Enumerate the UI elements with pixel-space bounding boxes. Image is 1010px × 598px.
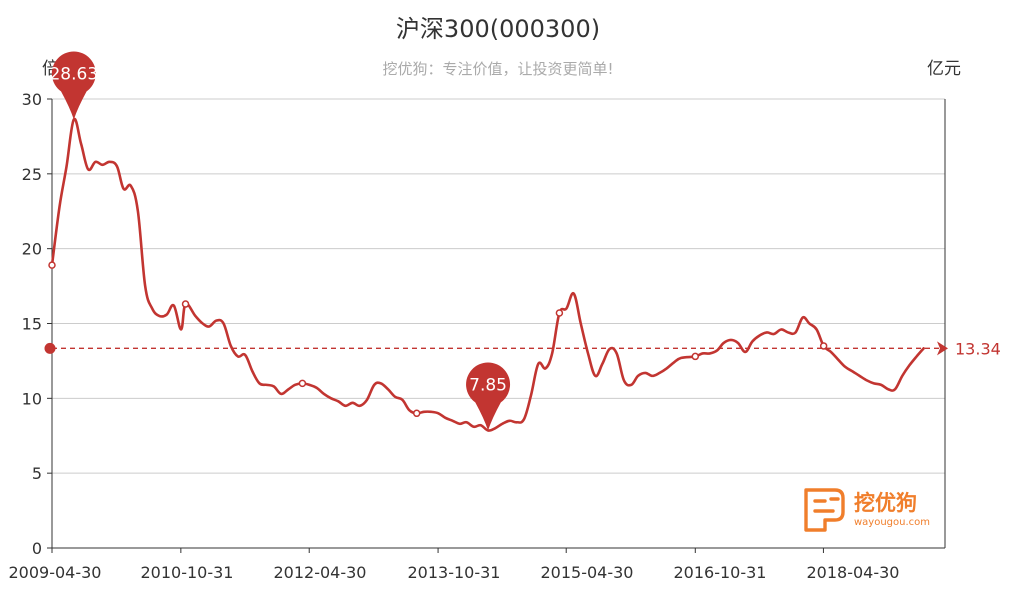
reference-line-group: 13.34 bbox=[44, 339, 1001, 358]
reference-line-start-dot bbox=[44, 342, 56, 354]
chart-subtitle: 挖优狗：专注价值，让投资更简单! bbox=[382, 60, 613, 78]
logo-text-en: wayougou.com bbox=[854, 517, 930, 528]
y-tick-label: 30 bbox=[22, 90, 42, 109]
y-axis-ticks: 0 5 10 15 20 25 30 bbox=[22, 90, 52, 558]
y-tick-label: 15 bbox=[22, 315, 42, 334]
max-marker: 28.63 bbox=[49, 51, 98, 120]
series-symbols bbox=[48, 261, 828, 418]
reference-line-arrow-icon bbox=[937, 341, 948, 356]
max-marker-label: 28.63 bbox=[49, 65, 98, 85]
series-line bbox=[50, 117, 925, 432]
x-tick-label: 2013-10-31 bbox=[408, 563, 501, 582]
x-tick-label: 2012-04-30 bbox=[274, 563, 367, 582]
x-tick-label: 2010-10-31 bbox=[141, 563, 234, 582]
x-tick-label: 2016-10-31 bbox=[674, 563, 767, 582]
y-tick-label: 10 bbox=[22, 389, 42, 408]
series-point bbox=[298, 379, 307, 388]
series-point bbox=[555, 309, 564, 317]
reference-line-label: 13.34 bbox=[955, 339, 1001, 358]
x-axis-ticks: 2009-04-30 2010-10-31 2012-04-30 2013-10-31… bbox=[9, 548, 900, 582]
right-axis-name: 亿元 bbox=[927, 59, 961, 79]
chart-title: 沪深300(000300) bbox=[396, 15, 600, 43]
series-point bbox=[819, 342, 828, 350]
min-marker-pin bbox=[466, 362, 511, 431]
series-point bbox=[412, 409, 421, 418]
y-tick-label: 20 bbox=[22, 240, 42, 259]
series-point bbox=[691, 352, 700, 361]
x-tick-label: 2018-04-30 bbox=[807, 563, 900, 582]
min-marker: 7.85 bbox=[466, 362, 511, 431]
x-tick-label: 2009-04-30 bbox=[9, 563, 102, 582]
min-marker-label: 7.85 bbox=[469, 376, 507, 396]
series-point bbox=[48, 261, 56, 269]
grid-lines bbox=[52, 98, 945, 474]
logo-text-cn: 挖优狗 bbox=[854, 491, 917, 515]
max-marker-pin bbox=[51, 51, 96, 120]
series-point bbox=[181, 300, 190, 308]
dog-logo-icon bbox=[804, 488, 845, 532]
y-tick-label: 0 bbox=[32, 539, 42, 558]
y-tick-label: 5 bbox=[32, 464, 42, 483]
y-tick-label: 25 bbox=[22, 165, 42, 184]
wayougou-logo: 挖优狗 wayougou.com bbox=[804, 488, 930, 532]
x-tick-label: 2015-04-30 bbox=[541, 563, 634, 582]
